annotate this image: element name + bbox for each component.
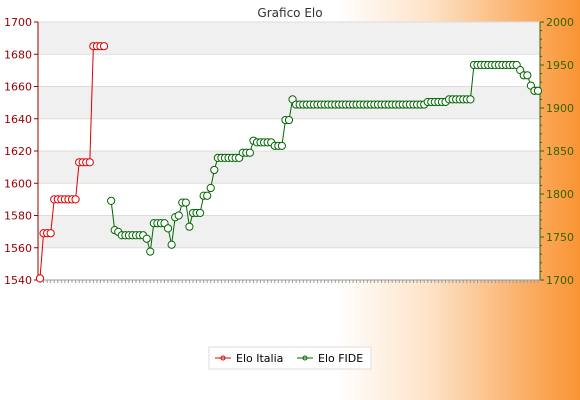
left-tick-label: 1700 (4, 16, 32, 29)
data-point-elo-fide (174, 211, 183, 220)
data-point-elo-fide (466, 95, 475, 104)
data-point-elo-italia (71, 195, 80, 204)
plot-band (38, 54, 540, 87)
data-point-elo-fide (203, 191, 212, 200)
series-elo-italia (35, 42, 109, 283)
data-point-elo-fide (167, 240, 176, 249)
data-point-elo-italia (35, 274, 45, 283)
left-tick-label: 1600 (4, 177, 32, 190)
legend-marker-elo-fide (302, 355, 308, 361)
series-elo-fide (107, 60, 543, 256)
data-point-elo-italia (85, 158, 94, 167)
legend-label-elo-italia: Elo Italia (236, 352, 283, 365)
data-point-elo-fide (181, 198, 190, 207)
data-point-elo-fide (163, 224, 173, 233)
data-point-elo-fide (533, 86, 543, 95)
plot-band (38, 247, 540, 280)
plot-band (38, 22, 540, 55)
plot-band (38, 151, 540, 184)
data-point-elo-italia (46, 229, 55, 238)
data-point-elo-fide (206, 183, 215, 193)
data-point-elo-fide (210, 165, 219, 175)
right-tick-label: 1750 (546, 231, 574, 244)
legend-item-elo-fide[interactable]: Elo FIDE (297, 352, 363, 365)
legend-item-elo-italia[interactable]: Elo Italia (215, 352, 283, 365)
data-point-elo-fide (277, 141, 286, 150)
plot-band (38, 183, 540, 216)
data-point-elo-fide (245, 148, 254, 157)
data-point-elo-fide (146, 247, 155, 256)
series-layer (35, 42, 543, 283)
left-tick-label: 1580 (4, 210, 32, 223)
data-point-elo-italia (99, 42, 109, 51)
legend-label-elo-fide: Elo FIDE (318, 352, 363, 365)
left-tick-label: 1560 (4, 242, 32, 255)
legend: Elo Italia Elo FIDE (208, 346, 372, 370)
left-axis: 1540 1560 1580 1600 1620 1640 1660 1680 1700 (4, 16, 39, 287)
data-point-elo-fide (523, 71, 532, 80)
right-tick-label: 1900 (546, 102, 574, 115)
data-point-elo-fide (107, 196, 116, 205)
data-point-elo-fide (142, 234, 151, 243)
right-tick-label: 2000 (546, 16, 574, 29)
legend-marker-elo-italia (220, 355, 226, 361)
chart-title: Grafico Elo (257, 6, 322, 20)
left-tick-label: 1620 (4, 145, 32, 158)
x-axis (38, 279, 540, 283)
left-tick-label: 1680 (4, 48, 32, 61)
data-point-elo-fide (195, 208, 205, 218)
left-tick-label: 1640 (4, 113, 32, 126)
right-tick-label: 1700 (546, 274, 574, 287)
right-axis: 1700 1750 1800 1850 1900 1950 2000 (539, 16, 574, 287)
right-tick-label: 1950 (546, 59, 574, 72)
right-tick-label: 1850 (546, 145, 574, 158)
right-tick-label: 1800 (546, 188, 574, 201)
data-point-elo-fide (284, 115, 294, 125)
left-tick-label: 1660 (4, 81, 32, 94)
legend-box (208, 346, 372, 370)
data-point-elo-fide (185, 222, 194, 231)
left-tick-label: 1540 (4, 274, 32, 287)
